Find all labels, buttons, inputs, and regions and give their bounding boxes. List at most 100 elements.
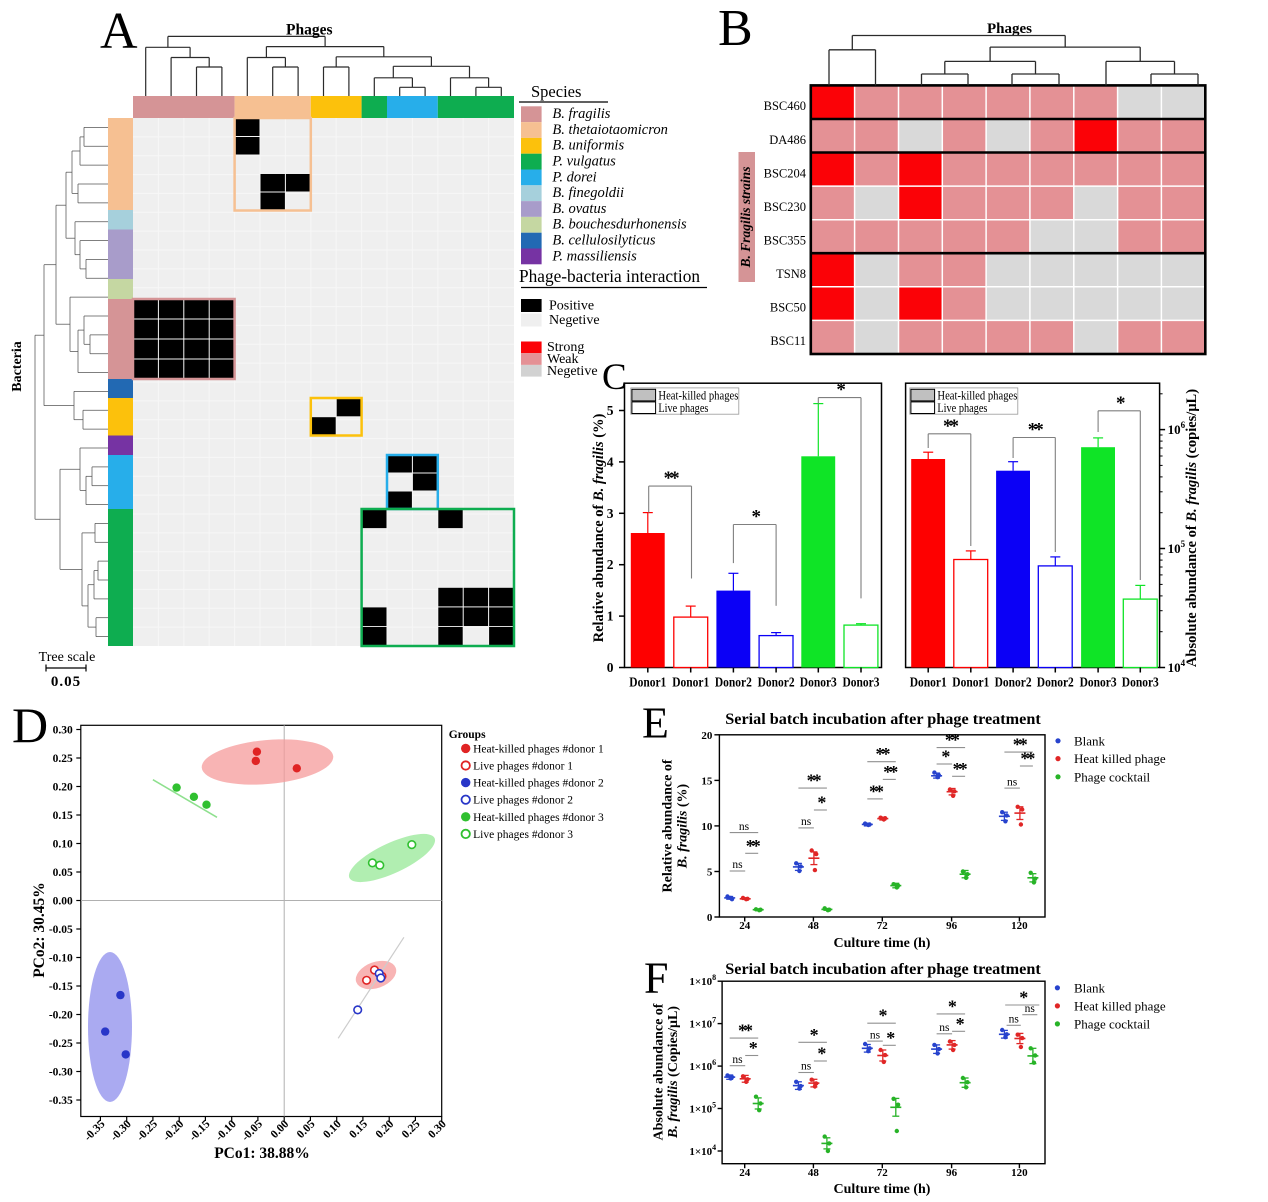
svg-text:4: 4 [607, 454, 614, 469]
svg-text:ns: ns [870, 1029, 881, 1041]
svg-text:Culture time (h): Culture time (h) [834, 1182, 931, 1197]
svg-text:0.25: 0.25 [53, 753, 73, 765]
svg-text:Negetive: Negetive [547, 364, 598, 379]
svg-text:DA486: DA486 [769, 133, 806, 147]
svg-text:1×104: 1×104 [689, 1143, 716, 1158]
svg-text:Phage cocktail: Phage cocktail [1074, 1016, 1151, 1031]
svg-text:Donor3: Donor3 [800, 675, 837, 690]
svg-text:0.00: 0.00 [53, 896, 73, 908]
svg-text:Phage-bacteria interaction: Phage-bacteria interaction [519, 266, 700, 286]
svg-text:ns: ns [939, 1022, 950, 1034]
svg-text:Phages: Phages [987, 21, 1032, 37]
svg-text:-0.25: -0.25 [49, 1038, 73, 1050]
svg-text:E: E [642, 699, 669, 748]
svg-text:B. Fragilis strains: B. Fragilis strains [738, 167, 753, 269]
svg-text:1×105: 1×105 [689, 1101, 716, 1116]
svg-text:5: 5 [707, 867, 713, 879]
svg-text:0.30: 0.30 [53, 725, 73, 737]
svg-text:ns: ns [1009, 1014, 1020, 1026]
svg-text:A: A [100, 3, 138, 60]
svg-text:10: 10 [701, 821, 713, 833]
svg-text:0: 0 [707, 912, 713, 924]
svg-text:-0.35: -0.35 [49, 1095, 73, 1107]
svg-text:B. thetaiotaomicron: B. thetaiotaomicron [552, 122, 667, 138]
svg-text:B. bouchesdurhonensis: B. bouchesdurhonensis [552, 217, 687, 233]
svg-text:Donor3: Donor3 [1122, 675, 1159, 690]
svg-text:P. massiliensis: P. massiliensis [551, 248, 637, 264]
svg-text:Positive: Positive [549, 299, 594, 314]
svg-text:Heat-killed phages: Heat-killed phages [658, 388, 738, 402]
svg-text:5: 5 [607, 403, 614, 418]
svg-text:1×106: 1×106 [689, 1058, 716, 1073]
svg-text:F: F [644, 954, 668, 1003]
svg-text:ns: ns [1025, 1003, 1036, 1015]
svg-text:Weak: Weak [547, 352, 579, 367]
svg-text:-0.20: -0.20 [49, 1010, 73, 1022]
svg-text:Serial batch incubation after: Serial batch incubation after phage trea… [725, 960, 1041, 978]
svg-text:P. dorei: P. dorei [551, 169, 596, 185]
svg-text:Live phages #donor 1: Live phages #donor 1 [473, 761, 573, 773]
svg-text:15: 15 [701, 775, 713, 787]
svg-text:Phage cocktail: Phage cocktail [1074, 769, 1151, 784]
svg-text:Absolute abundance of B. fragi: Absolute abundance of B. fragilis (copie… [1184, 389, 1200, 667]
svg-text:B. uniformis: B. uniformis [552, 138, 624, 154]
svg-text:24: 24 [739, 920, 751, 932]
svg-text:Bacteria: Bacteria [10, 341, 25, 392]
svg-text:Heat killed phage: Heat killed phage [1074, 998, 1166, 1013]
svg-text:48: 48 [808, 1167, 820, 1179]
svg-text:ns: ns [732, 1054, 743, 1066]
svg-text:Live phages #donor 3: Live phages #donor 3 [473, 829, 573, 841]
svg-text:1×107: 1×107 [689, 1016, 716, 1031]
svg-text:Donor3: Donor3 [843, 675, 880, 690]
svg-text:PCo1: 38.88%: PCo1: 38.88% [214, 1145, 310, 1162]
svg-text:Species: Species [531, 82, 581, 101]
svg-text:Live phages #donor 2: Live phages #donor 2 [473, 795, 573, 807]
svg-text:Live phages: Live phages [658, 401, 708, 415]
svg-text:D: D [12, 697, 48, 753]
svg-text:ns: ns [801, 1061, 812, 1073]
svg-text:Heat-killed phages #donor 3: Heat-killed phages #donor 3 [473, 812, 604, 824]
svg-text:96: 96 [946, 1167, 958, 1179]
svg-text:0.05: 0.05 [53, 867, 73, 879]
svg-text:Donor2: Donor2 [1037, 675, 1074, 690]
svg-text:Negetive: Negetive [549, 313, 600, 328]
svg-text:72: 72 [877, 920, 889, 932]
svg-text:Heat-killed phages #donor 2: Heat-killed phages #donor 2 [473, 778, 604, 790]
svg-text:B. fragilis: B. fragilis [552, 106, 610, 122]
svg-text:B. ovatus: B. ovatus [552, 201, 606, 217]
svg-text:96: 96 [946, 920, 958, 932]
svg-text:Absolute abundance of: Absolute abundance of [652, 1003, 667, 1140]
svg-text:Heat killed phage: Heat killed phage [1074, 751, 1166, 766]
svg-text:Live phages: Live phages [937, 401, 987, 415]
svg-text:B. cellulosilyticus: B. cellulosilyticus [552, 233, 655, 249]
svg-text:0.15: 0.15 [53, 810, 73, 822]
svg-text:BSC11: BSC11 [770, 334, 806, 348]
svg-text:Blank: Blank [1074, 980, 1106, 995]
svg-text:120: 120 [1011, 1167, 1028, 1179]
svg-text:B. fragilis (%): B. fragilis (%) [676, 783, 691, 869]
svg-text:120: 120 [1011, 920, 1028, 932]
svg-text:0: 0 [607, 660, 614, 675]
svg-text:ns: ns [732, 859, 743, 871]
svg-text:BSC50: BSC50 [770, 301, 806, 315]
svg-text:72: 72 [877, 1167, 889, 1179]
svg-text:-0.15: -0.15 [49, 981, 73, 993]
svg-text:B. fragilis (Copies/μL): B. fragilis (Copies/μL) [666, 1006, 681, 1139]
svg-text:-0.10: -0.10 [49, 953, 73, 965]
svg-text:BSC460: BSC460 [764, 99, 806, 113]
svg-text:-0.30: -0.30 [49, 1067, 73, 1079]
svg-text:Donor1: Donor1 [672, 675, 709, 690]
svg-text:48: 48 [808, 920, 820, 932]
svg-text:B: B [718, 0, 753, 57]
svg-text:Culture time (h): Culture time (h) [834, 936, 931, 951]
svg-text:Donor1: Donor1 [629, 675, 666, 690]
svg-text:Donor2: Donor2 [995, 675, 1032, 690]
svg-text:Groups: Groups [449, 729, 486, 741]
svg-text:TSN8: TSN8 [776, 267, 806, 281]
svg-text:0.10: 0.10 [53, 839, 73, 851]
svg-text:Heat-killed phages #donor 1: Heat-killed phages #donor 1 [473, 743, 604, 755]
svg-text:C: C [602, 357, 627, 398]
svg-text:BSC355: BSC355 [764, 234, 806, 248]
svg-text:1: 1 [607, 609, 614, 624]
svg-text:Heat-killed phages: Heat-killed phages [937, 388, 1017, 402]
